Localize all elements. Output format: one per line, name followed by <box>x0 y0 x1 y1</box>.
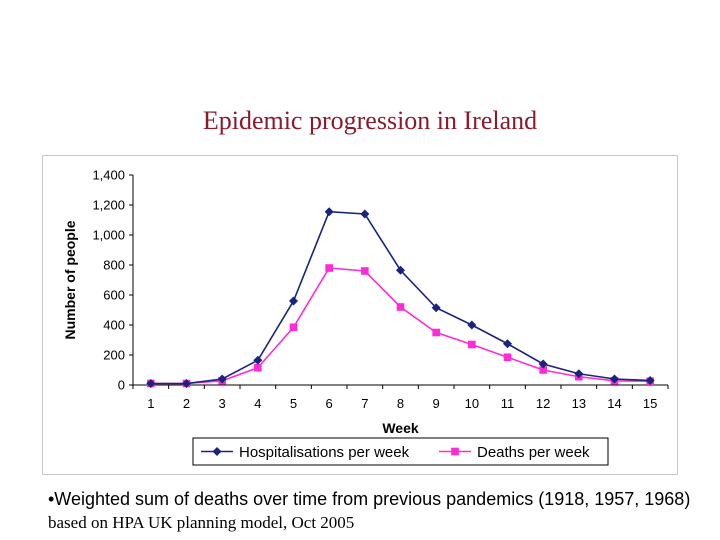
legend-marker <box>212 447 222 456</box>
footnote-source-text: based on HPA UK planning model, Oct 2005 <box>48 513 355 532</box>
data-point-hospitalisations <box>360 209 370 219</box>
data-point-hospitalisations <box>396 265 405 275</box>
data-point-hospitalisations <box>182 379 191 388</box>
series-line-hospitalisations <box>150 210 651 385</box>
chart-frame: 0 200 400 600 800 1,000 1,200 1,400 1 2 3 4 5 6 7 8 9 10 1… <box>42 155 678 475</box>
x-tick-label: 6 <box>326 396 333 411</box>
data-point-deaths <box>468 340 476 349</box>
data-point-hospitalisations <box>467 320 477 330</box>
legend-label: Hospitalisations per week <box>239 444 410 461</box>
y-tick-label: 600 <box>103 288 125 303</box>
x-tick-label: 10 <box>465 396 479 411</box>
y-tick-label: 200 <box>103 348 125 363</box>
x-tick-label: 12 <box>536 396 550 411</box>
data-point-hospitalisations <box>146 379 156 388</box>
legend-marker <box>451 447 459 456</box>
data-point-deaths <box>254 363 262 372</box>
y-tick-label: 0 <box>118 378 125 393</box>
footnote-main-text: •Weighted sum of deaths over time from p… <box>48 489 691 509</box>
x-tick-label: 15 <box>643 396 657 411</box>
data-point-hospitalisations <box>503 339 512 349</box>
data-point-hospitalisations <box>289 296 298 306</box>
x-tick-label: 2 <box>183 396 190 411</box>
series-line-deaths <box>150 267 651 385</box>
x-tick-label: 7 <box>361 396 368 411</box>
data-point-deaths <box>432 328 440 337</box>
x-tick-label: 13 <box>572 396 586 411</box>
data-point-hospitalisations <box>217 374 227 384</box>
x-tick-label: 8 <box>397 396 404 411</box>
y-tick-label: 1,200 <box>92 198 125 213</box>
data-point-hospitalisations <box>610 374 619 384</box>
data-point-hospitalisations <box>645 376 655 385</box>
x-tick-label: 11 <box>501 396 515 411</box>
data-point-hospitalisations <box>538 359 548 369</box>
legend-box <box>192 437 609 466</box>
y-tick-label: 800 <box>103 258 125 273</box>
x-tick-label: 14 <box>607 396 621 411</box>
data-point-deaths <box>396 303 405 311</box>
y-axis-title: Number of people <box>62 220 78 339</box>
slide-title: Epidemic progression in Ireland <box>202 106 538 135</box>
data-point-deaths <box>325 264 333 272</box>
data-point-deaths <box>289 323 298 332</box>
x-tick-label: 4 <box>254 396 261 411</box>
x-axis-title: Week <box>382 420 419 436</box>
data-point-deaths <box>503 353 512 362</box>
x-tick-label: 5 <box>290 396 297 411</box>
y-tick-label: 400 <box>103 318 125 333</box>
data-point-hospitalisations <box>324 207 334 217</box>
data-point-hospitalisations <box>574 369 584 379</box>
legend-label: Deaths per week <box>477 444 590 461</box>
data-point-hospitalisations <box>431 303 441 313</box>
footnote: •Weighted sum of deaths over time from p… <box>48 488 708 534</box>
x-tick-label: 1 <box>147 396 154 411</box>
data-point-deaths <box>361 267 369 275</box>
y-tick-label: 1,000 <box>92 228 125 243</box>
y-tick-label: 1,400 <box>92 168 125 183</box>
x-tick-label: 3 <box>219 396 226 411</box>
x-tick-label: 9 <box>433 396 440 411</box>
data-point-hospitalisations <box>253 355 263 365</box>
data-point-deaths <box>539 366 547 374</box>
